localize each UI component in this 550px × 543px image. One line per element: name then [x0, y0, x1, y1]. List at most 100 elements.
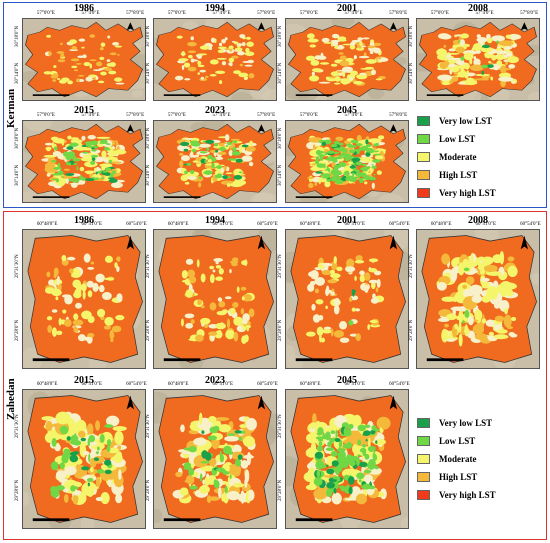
lst-patch — [356, 134, 362, 142]
north-arrow-icon — [389, 124, 398, 133]
lst-patch — [234, 47, 243, 51]
lst-patch — [221, 493, 226, 502]
lst-patch — [476, 34, 481, 39]
green-patch — [204, 159, 207, 163]
lst-patch — [181, 269, 188, 279]
lst-patch — [56, 51, 65, 54]
legend-swatch — [417, 116, 430, 126]
green-patch — [365, 139, 369, 145]
lst-patch — [249, 140, 253, 147]
lst-patch — [183, 62, 191, 68]
lst-patch — [350, 70, 358, 76]
green-patch — [375, 440, 378, 444]
green-patch — [183, 148, 189, 152]
green-patch — [88, 435, 96, 443]
green-patch — [106, 445, 111, 453]
kerman-lon-tick: 57°8'0"E — [389, 11, 408, 16]
high-zone — [25, 22, 143, 97]
lst-patch — [187, 50, 197, 54]
green-patch — [76, 166, 79, 171]
lst-patch — [496, 302, 510, 309]
green-patch — [201, 430, 205, 435]
kerman-lon-tick: 57°8'0"E — [520, 11, 539, 16]
lst-patch — [444, 323, 449, 328]
green-patch — [334, 466, 340, 476]
lst-patch — [314, 181, 318, 186]
lst-patch — [463, 52, 474, 61]
lst-patch — [211, 37, 215, 43]
lst-map-kerman-2008 — [417, 21, 539, 100]
lst-patch — [360, 68, 372, 70]
green-patch — [90, 154, 99, 158]
green-patch — [366, 143, 372, 148]
lst-patch — [216, 310, 227, 316]
zahedan-lat-tick: 29°28'0"N — [278, 479, 283, 501]
high-zone — [27, 395, 143, 523]
green-patch — [371, 425, 377, 431]
lst-patch — [308, 175, 313, 183]
green-patch — [96, 446, 100, 451]
green-patch — [205, 452, 212, 461]
green-patch — [314, 159, 320, 165]
legend-item: Low LST — [417, 432, 496, 450]
lst-patch — [241, 260, 248, 266]
scale-bar — [32, 358, 70, 362]
lst-patch — [311, 303, 316, 311]
lst-patch — [337, 44, 344, 50]
lst-patch — [333, 330, 344, 338]
lst-patch — [242, 147, 246, 150]
legend-label: High LST — [439, 170, 478, 180]
lst-patch — [224, 134, 230, 141]
scale-bar — [163, 518, 201, 522]
green-patch — [358, 177, 364, 184]
lst-patch — [226, 318, 231, 329]
terrain-patch — [528, 91, 539, 100]
zahedan-lon-tick: 60°51'0"E — [344, 382, 366, 387]
lst-patch — [112, 454, 123, 463]
lst-patch — [504, 307, 508, 315]
green-patch — [486, 64, 494, 68]
lst-patch — [197, 299, 202, 306]
kerman-lon-tick: 57°0'0"E — [36, 113, 55, 118]
kerman-year-2015: 2015 — [74, 105, 94, 116]
lst-patch — [114, 140, 118, 143]
lst-patch — [247, 59, 254, 64]
lst-patch — [207, 158, 213, 163]
lst-patch — [321, 262, 333, 267]
lst-patch — [458, 262, 465, 276]
lst-patch — [333, 256, 337, 264]
lst-patch — [112, 425, 127, 432]
lst-patch — [329, 273, 341, 279]
lst-patch — [99, 56, 105, 61]
green-patch — [316, 163, 326, 168]
city-boundary — [24, 123, 143, 200]
lst-patch — [498, 76, 514, 82]
lst-patch — [82, 450, 90, 456]
lst-patch — [225, 48, 230, 51]
lst-patch — [229, 307, 236, 315]
lst-patch — [71, 46, 78, 50]
zahedan-lon-tick: 60°54'0"E — [389, 222, 410, 227]
lst-patch — [462, 284, 467, 289]
green-patch — [188, 468, 195, 476]
green-patch — [372, 453, 378, 462]
lst-patch — [73, 69, 79, 72]
lst-map-zahedan-1994 — [158, 230, 276, 368]
green-patch — [356, 143, 363, 147]
lst-patch — [114, 45, 123, 48]
lst-patch — [207, 496, 220, 501]
north-arrow-icon — [520, 22, 529, 31]
green-patch — [326, 468, 335, 475]
lst-patch — [96, 136, 111, 139]
legend-label: Very high LST — [439, 490, 496, 500]
lst-patch — [94, 167, 97, 171]
green-patch — [91, 149, 97, 152]
lst-patch — [226, 183, 231, 187]
lst-patch — [72, 494, 79, 505]
lst-patch — [229, 48, 233, 52]
lst-patch — [187, 269, 196, 278]
kerman-label: Kerman — [5, 88, 17, 128]
zahedan-lon-tick: 60°51'0"E — [212, 382, 234, 387]
lst-patch — [63, 319, 72, 327]
lst-patch — [108, 70, 117, 75]
